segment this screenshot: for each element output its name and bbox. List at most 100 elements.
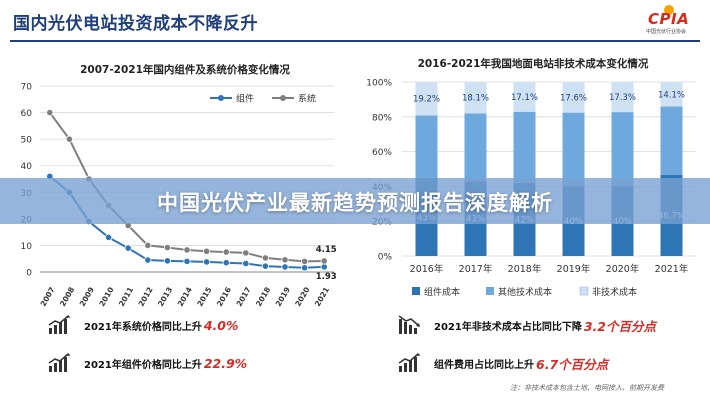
x-tick-label: 2014 [176,285,194,308]
x-tick-label: 2017年 [459,263,493,275]
x-tick-label: 2021年 [655,263,689,275]
data-point [320,263,328,271]
rising-trend-icon [48,353,72,373]
data-point [222,248,230,256]
y-tick-label: 60% [372,148,392,158]
x-tick-label: 2008 [58,285,76,308]
data-point [300,264,309,272]
stat-module-price: 2021年组件价格同比上升 22.9% [48,352,247,374]
data-point [222,259,230,267]
data-point [261,254,269,262]
x-tick-label: 2009 [78,285,96,308]
stat-module-share: 组件费用占比同比上升 6.7个百分点 [398,352,608,374]
x-tick-label: 2007 [39,285,57,308]
data-label: 17.3% [609,93,636,103]
data-point [281,256,289,264]
bar-segment-其他技术成本 [660,106,683,175]
bar-segment-非技术成本 [415,82,438,116]
stat-value: 22.9% [203,355,248,371]
stat-label: 2021年非技术成本占比同比下降 [434,321,582,333]
data-point [300,257,309,265]
y-tick-label: 50 [21,136,33,146]
x-tick-label: 2016 [215,285,233,308]
legend-swatch [412,287,420,295]
bar-segment-非技术成本 [464,82,487,114]
bar-segment-非技术成本 [660,82,683,107]
y-tick-label: 70 [21,83,33,93]
data-label: 14.1% [658,90,685,100]
bar-segment-非技术成本 [611,82,634,113]
data-point [144,256,152,264]
data-point [105,233,113,242]
logo-subtext: 中国光伏行业协会 [646,29,687,35]
data-point [261,262,269,270]
falling-trend-icon [398,315,422,335]
data-point [124,244,132,252]
bar-segment-其他技术成本 [611,112,634,187]
rising-trend-icon [48,315,72,335]
data-point [242,249,250,257]
data-label: 18.1% [462,94,489,104]
y-tick-label: 80% [372,113,392,123]
data-point [144,241,152,250]
data-label: 17.1% [511,93,538,103]
logo-text: CPIA [648,10,690,28]
stat-system-price: 2021年系统价格同比上升 4.0% [48,314,239,336]
x-tick-label: 2018 [254,285,272,308]
data-label: 19.2% [413,95,440,105]
stat-value: 4.0% [203,317,239,333]
x-tick-label: 2012 [137,285,155,308]
data-label: 4.15 [316,245,337,255]
stat-value: 6.7个百分点 [536,356,609,372]
legend-swatch [486,287,494,295]
stat-non-tech-share: 2021年非技术成本占比同比下降 3.2个百分点 [398,314,656,336]
x-tick-label: 2013 [156,285,174,308]
footnote: 注：非技术成本包含土地、电网接入、前期开发费 [510,384,664,392]
overlay-banner: 中国光伏产业最新趋势预测报告深度解析 [0,178,710,224]
bar-segment-非技术成本 [513,82,536,112]
bar-segment-其他技术成本 [562,112,585,187]
rising-trend-icon [398,353,422,373]
legend-label: 其他技术成本 [498,286,552,298]
stat-value: 3.2个百分点 [583,318,656,334]
stat-label: 2021年系统价格同比上升 [84,321,202,333]
data-point [46,108,54,117]
legend-label: 组件成本 [424,286,460,298]
cpia-logo: CPIA 中国光伏行业协会 [640,4,706,38]
data-point [203,247,211,255]
bar-segment-其他技术成本 [415,115,438,178]
x-tick-label: 2011 [117,285,135,308]
bar-segment-其他技术成本 [464,113,487,182]
stat-label: 2021年组件价格同比上升 [84,359,202,371]
x-tick-label: 2020 [293,285,311,308]
line-chart-title: 2007-2021年国内组件及系统价格变化情况 [80,64,290,76]
x-tick-label: 2020年 [606,263,640,275]
legend-label: 组件 [236,93,254,105]
data-point [242,259,250,268]
bar-chart-title: 2016-2021年我国地面电站非技术成本变化情况 [417,58,649,70]
y-tick-label: 40 [21,162,33,172]
x-tick-label: 2017 [235,285,253,308]
y-tick-label: 0% [378,253,393,263]
page-title: 国内光伏电站投资成本不降反升 [13,14,258,34]
sun-icon [664,5,674,15]
legend-marker [280,95,286,101]
header: 国内光伏电站投资成本不降反升 CPIA 中国光伏行业协会 [0,0,710,44]
data-label: 1.93 [316,272,337,282]
data-point [281,263,289,271]
y-tick-label: 100% [366,79,392,89]
x-tick-label: 2021 [313,285,331,308]
legend-label: 系统 [298,93,316,105]
bar-segment-其他技术成本 [513,111,536,183]
data-point [183,257,191,265]
legend-swatch [579,286,589,296]
bar-segment-非技术成本 [562,82,585,113]
stat-label: 组件费用占比同比上升 [434,359,534,371]
data-label: 17.6% [560,93,587,103]
x-tick-label: 2010 [97,285,115,308]
data-point [203,258,211,266]
y-tick-label: 10 [21,242,33,252]
data-point [163,257,171,265]
legend-label: 非技术成本 [592,286,637,298]
